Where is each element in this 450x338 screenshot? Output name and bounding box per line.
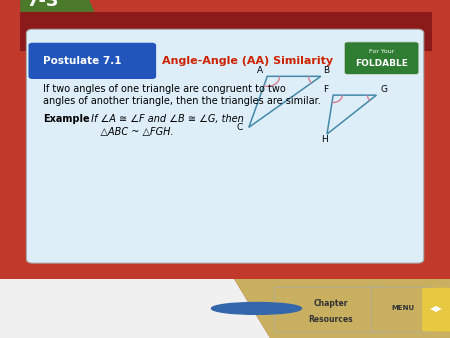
- Text: MENU: MENU: [391, 306, 414, 311]
- Text: △ABC ~ △FGH.: △ABC ~ △FGH.: [88, 127, 174, 137]
- Text: B: B: [323, 66, 329, 75]
- Text: If ∠A ≅ ∠F and ∠B ≅ ∠G, then: If ∠A ≅ ∠F and ∠B ≅ ∠G, then: [88, 114, 244, 124]
- Text: G: G: [380, 85, 387, 94]
- Text: A: A: [257, 66, 263, 75]
- Circle shape: [212, 303, 302, 314]
- FancyBboxPatch shape: [27, 29, 424, 263]
- Polygon shape: [0, 279, 270, 338]
- Text: Angle-Angle (AA) Similarity: Angle-Angle (AA) Similarity: [162, 56, 333, 66]
- Text: F: F: [323, 85, 328, 94]
- FancyBboxPatch shape: [422, 288, 450, 332]
- Text: ◀▶: ◀▶: [430, 304, 443, 313]
- Text: For Your: For Your: [369, 49, 394, 54]
- Text: FOLDABLE: FOLDABLE: [355, 59, 408, 68]
- Text: Postulate 7.1: Postulate 7.1: [43, 56, 122, 66]
- Polygon shape: [20, 0, 94, 12]
- Text: C: C: [237, 122, 243, 131]
- Polygon shape: [234, 279, 450, 338]
- Text: H: H: [322, 135, 328, 144]
- Text: Chapter: Chapter: [314, 299, 348, 308]
- Text: Example: Example: [43, 114, 90, 124]
- FancyBboxPatch shape: [371, 287, 434, 332]
- FancyBboxPatch shape: [274, 287, 387, 332]
- FancyBboxPatch shape: [344, 42, 419, 74]
- Text: 7-3: 7-3: [27, 0, 59, 10]
- FancyBboxPatch shape: [28, 43, 156, 79]
- Text: If two angles of one triangle are congruent to two: If two angles of one triangle are congru…: [43, 84, 286, 94]
- Text: Resources: Resources: [308, 315, 353, 323]
- FancyBboxPatch shape: [20, 12, 432, 51]
- Text: angles of another triangle, then the triangles are similar.: angles of another triangle, then the tri…: [43, 96, 321, 106]
